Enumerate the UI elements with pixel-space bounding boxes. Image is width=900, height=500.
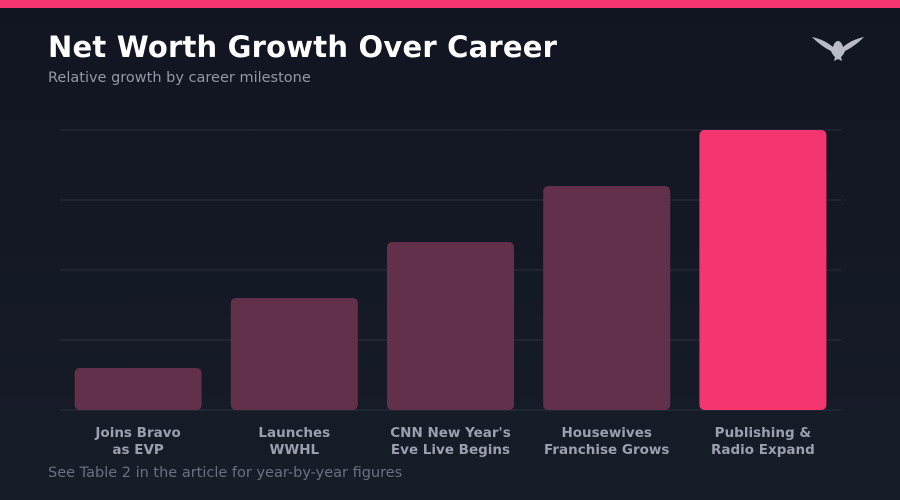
x-tick-label-line: WWHL bbox=[269, 442, 319, 458]
bar-4 bbox=[699, 130, 827, 410]
x-tick-label-line: Joins Bravo bbox=[94, 425, 180, 441]
x-tick-label-line: Eve Live Begins bbox=[391, 442, 510, 458]
x-tick-label: Launches WWHL bbox=[258, 425, 330, 458]
x-tick-label-line: Launches bbox=[258, 425, 330, 441]
bar-0 bbox=[74, 368, 202, 410]
x-tick-label: Joins Bravo as EVP bbox=[94, 425, 180, 458]
eagle-icon bbox=[812, 37, 864, 61]
bar-3 bbox=[543, 186, 671, 410]
x-tick-label-line: Housewives bbox=[561, 425, 651, 441]
bar-1 bbox=[230, 298, 358, 410]
x-tick-label: CNN New Year's Eve Live Begins bbox=[390, 425, 510, 458]
x-tick-label: Housewives Franchise Grows bbox=[544, 425, 669, 458]
x-tick-label-line: CNN New Year's bbox=[390, 425, 510, 441]
chart-subtitle: Relative growth by career milestone bbox=[48, 70, 311, 86]
accent-bar bbox=[0, 0, 900, 8]
x-tick-label-line: Publishing & bbox=[715, 425, 812, 441]
footnote: See Table 2 in the article for year-by-y… bbox=[48, 465, 403, 481]
x-tick-label: Publishing & Radio Expand bbox=[711, 425, 815, 458]
bar-2 bbox=[387, 242, 514, 410]
x-tick-label-line: as EVP bbox=[112, 442, 164, 458]
x-tick-label-line: Franchise Grows bbox=[544, 442, 669, 458]
x-tick-label-line: Radio Expand bbox=[711, 442, 815, 458]
chart-title: Net Worth Growth Over Career bbox=[48, 30, 558, 64]
